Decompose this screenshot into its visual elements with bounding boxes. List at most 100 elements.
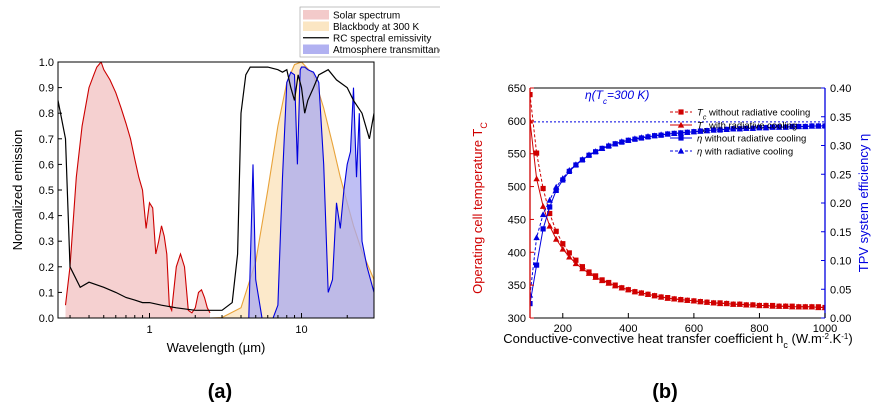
b-series-0-point <box>547 210 553 217</box>
b-right-tick-label: 0.25 <box>830 169 851 181</box>
b-series-1-point <box>710 299 717 306</box>
b-series-1-point <box>612 282 619 289</box>
b-series-2-point <box>540 226 546 232</box>
b-series-3-point <box>710 126 717 133</box>
b-series-1-point <box>775 303 783 309</box>
b-series-0-point <box>553 228 559 234</box>
b-series-2-point <box>553 187 559 193</box>
b-right-tick-label: 0.00 <box>830 313 851 325</box>
b-series-1-point <box>664 295 671 301</box>
b-series-3-point <box>598 145 606 151</box>
b-series-1-point <box>782 303 789 309</box>
a-x-tick-label: 10 <box>295 324 307 336</box>
b-right-axis-label: TPV system efficiency η <box>856 134 871 272</box>
b-series-1-point <box>559 245 566 252</box>
b-right-tick-label: 0.10 <box>830 256 851 268</box>
b-series-2-point <box>534 262 540 268</box>
b-series-3-point <box>690 128 698 135</box>
b-series-1-point <box>815 304 822 311</box>
b-x-axis-label: Conductive-convective heat transfer coef… <box>503 331 852 350</box>
b-left-tick-label: 450 <box>508 214 526 226</box>
b-series-3-point <box>539 211 547 218</box>
b-series-1-point <box>592 274 599 280</box>
b-legend-marker <box>677 121 685 128</box>
b-legend-label: η without radiative cooling <box>697 134 806 145</box>
b-left-axis-label: Operating cell temperature TC <box>470 122 489 294</box>
b-series-1-point <box>821 304 825 311</box>
b-series-3-point <box>553 183 560 190</box>
b-series-1-point <box>756 302 763 309</box>
b-series-1-point <box>677 296 684 303</box>
b-legend-marker <box>678 135 684 141</box>
b-panel-label: (b) <box>652 381 678 403</box>
b-series-0-point <box>530 92 533 98</box>
b-series-0-point <box>560 241 566 247</box>
a-y-tick-label: 0.9 <box>39 83 54 95</box>
b-series-3-point <box>566 167 573 173</box>
b-series-3-point <box>802 123 809 130</box>
b-series-1-point <box>572 260 580 267</box>
a-x-tick-label: 1 <box>146 324 152 336</box>
b-series-1-point <box>802 303 809 310</box>
b-series-1-point <box>618 284 625 291</box>
b-series-1-point <box>657 293 665 300</box>
b-x-tick-label: 1000 <box>813 323 837 335</box>
b-series-1-point <box>644 291 652 297</box>
b-series-1-point <box>703 299 711 305</box>
b-annotation: η(Tc=300 K) <box>585 88 649 106</box>
b-series-3-point <box>644 133 652 139</box>
b-series-3-point <box>743 125 750 131</box>
b-series-1-point <box>605 280 612 286</box>
b-left-tick-label: 550 <box>508 149 526 161</box>
b-series-line-3 <box>530 124 825 296</box>
b-right-tick-label: 0.30 <box>830 141 851 153</box>
a-y-tick-label: 0.7 <box>39 134 54 146</box>
b-left-tick-label: 600 <box>508 116 526 128</box>
a-legend-swatch <box>303 21 329 31</box>
a-y-tick-label: 0.3 <box>39 236 54 248</box>
b-legend-label: Tc without radiative cooling <box>697 108 810 122</box>
b-legend-marker <box>677 147 685 154</box>
b-legend-label: Tc with radiative cooling <box>697 121 797 135</box>
b-series-1-point <box>631 288 639 295</box>
b-right-tick-label: 0.05 <box>830 284 851 296</box>
b-right-tick-label: 0.35 <box>830 112 851 124</box>
b-series-1-point <box>697 298 704 305</box>
b-series-3-point <box>559 175 566 181</box>
a-y-axis-label: Normalized emission <box>10 130 25 251</box>
a-x-axis-label: Wavelength (µm) <box>167 340 266 355</box>
b-series-3-point <box>808 122 816 129</box>
b-series-3-point <box>716 126 724 132</box>
b-series-0-point <box>540 185 546 192</box>
b-series-1-point <box>795 303 802 310</box>
a-legend-swatch <box>303 44 329 54</box>
b-series-3-point <box>815 122 822 129</box>
b-series-3-point <box>530 291 534 298</box>
b-left-tick-label: 350 <box>508 280 526 292</box>
b-x-tick-label: 400 <box>619 323 637 335</box>
b-series-3-point <box>697 127 704 134</box>
b-series-1-point <box>671 295 678 302</box>
b-series-0-point <box>534 150 540 156</box>
b-series-1-point <box>533 175 540 182</box>
b-series-1-point <box>638 289 645 296</box>
b-series-3-point <box>749 125 757 131</box>
b-series-3-point <box>638 134 645 141</box>
b-series-0-point <box>573 257 579 263</box>
a-y-tick-label: 0.1 <box>39 287 54 299</box>
b-series-1-point <box>743 301 750 308</box>
b-series-2-point <box>547 204 553 210</box>
b-series-line-1 <box>530 120 825 308</box>
a-y-tick-label: 0.5 <box>39 185 54 197</box>
b-series-2-point <box>530 301 533 307</box>
b-series-3-point <box>677 129 684 136</box>
b-series-3-point <box>651 132 658 139</box>
b-series-3-point <box>631 135 639 142</box>
b-right-tick-label: 0.40 <box>830 83 851 95</box>
b-x-tick-label: 600 <box>685 323 703 335</box>
b-series-1-point <box>598 277 606 284</box>
b-series-3-point <box>572 161 580 168</box>
b-series-3-point <box>789 123 796 130</box>
b-series-1-point <box>625 286 632 293</box>
